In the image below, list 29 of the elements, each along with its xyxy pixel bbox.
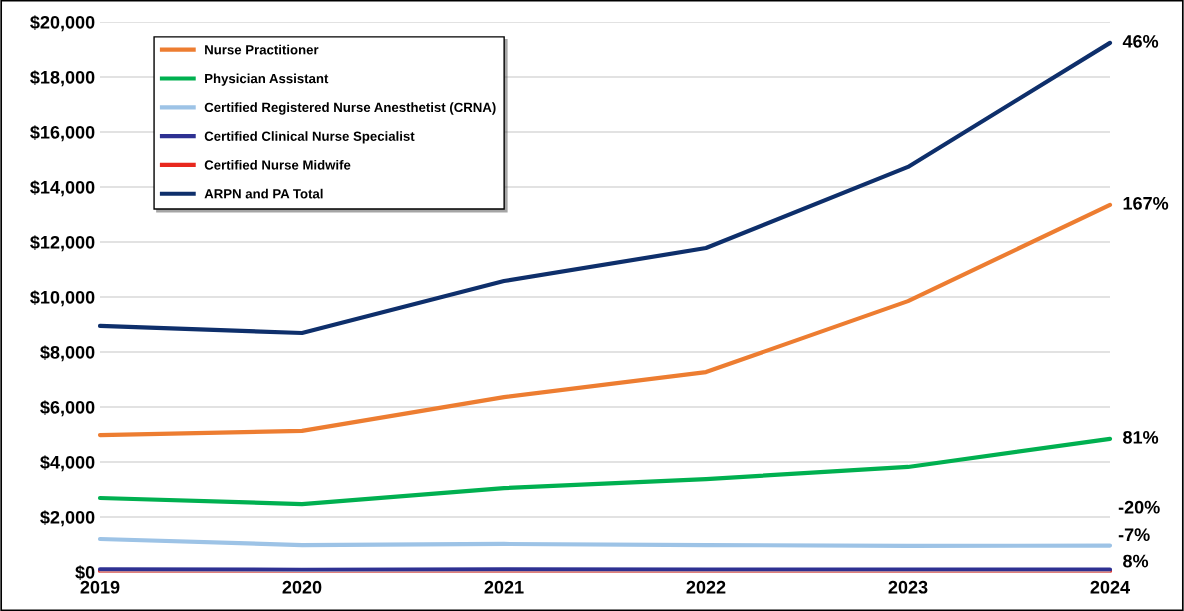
legend-label: Certified Nurse Midwife <box>204 159 351 170</box>
y-tick-label: $0 <box>75 565 95 580</box>
x-tick-label: 2022 <box>686 580 726 594</box>
y-tick-label: $20,000 <box>30 15 95 32</box>
y-tick-label: $14,000 <box>30 180 95 197</box>
x-tick-label: 2020 <box>282 580 322 594</box>
y-tick-label: $16,000 <box>30 125 95 142</box>
legend-label: Certified Registered Nurse Anesthetist (CRNA) <box>204 102 496 115</box>
x-tick-label: 2021 <box>484 580 524 594</box>
legend-label: Certified Clinical Nurse Specialist <box>204 131 415 144</box>
x-tick-label: 2024 <box>1090 580 1130 594</box>
annotation: 167% <box>1123 196 1169 210</box>
x-tick-label: 2019 <box>80 580 120 594</box>
text: -20% <box>1118 500 1160 514</box>
y-tick-label: $6,000 <box>40 400 95 417</box>
y-tick-label: $10,000 <box>30 290 95 307</box>
y-tick-label: $2,000 <box>40 510 95 527</box>
legend-label: Physician Assistant <box>205 73 329 86</box>
annotation: 8% <box>1123 554 1149 568</box>
y-tick-label: $8,000 <box>40 345 95 362</box>
legend-label: Nurse Practitioner <box>205 44 319 55</box>
annotation: 81% <box>1123 430 1159 444</box>
y-tick-label: $12,000 <box>30 235 95 252</box>
legend-label: ARPN and PA Total <box>204 188 323 199</box>
x-tick-label: 2023 <box>888 580 928 594</box>
text: -7% <box>1118 528 1150 542</box>
annotation: 46% <box>1122 34 1159 48</box>
y-tick-label: $18,000 <box>30 70 95 87</box>
y-tick-label: $4,000 <box>40 455 95 472</box>
